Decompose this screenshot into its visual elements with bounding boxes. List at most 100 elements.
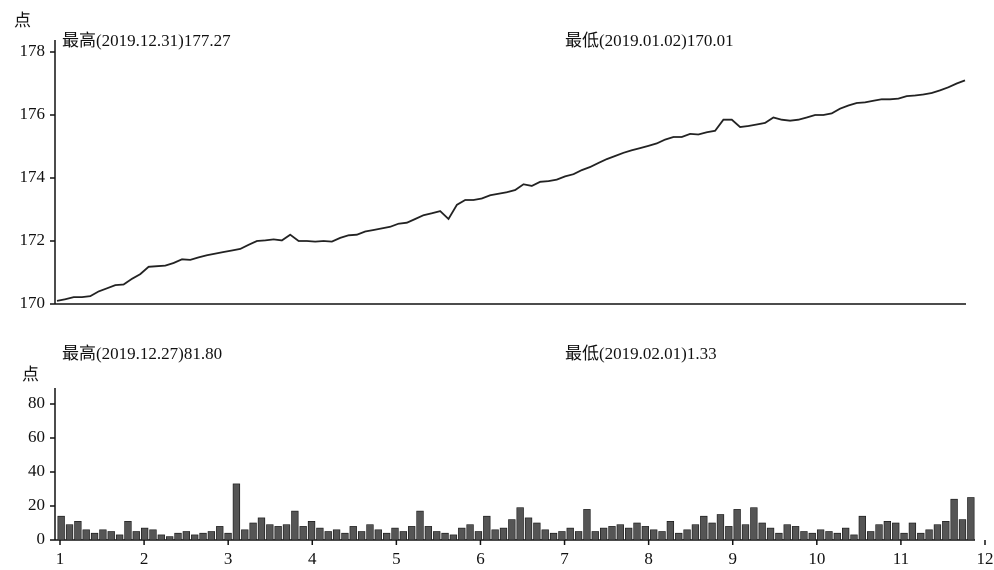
bar <box>733 509 741 541</box>
bar <box>266 524 274 541</box>
bar <box>583 509 591 541</box>
bar <box>892 522 900 541</box>
bar <box>458 527 466 541</box>
bar <box>791 526 800 541</box>
bar <box>917 532 925 541</box>
y-unit: 点 <box>14 11 31 30</box>
bar <box>658 531 666 541</box>
bar <box>140 527 149 541</box>
bar <box>149 529 157 541</box>
bar <box>474 531 483 541</box>
bar <box>416 510 424 541</box>
y-tick-label: 170 <box>20 293 46 312</box>
bar <box>282 524 291 541</box>
bar <box>124 520 132 541</box>
bar <box>82 529 90 541</box>
bar <box>366 524 374 541</box>
bar <box>925 529 933 541</box>
bar <box>224 532 232 541</box>
bar <box>107 531 115 541</box>
bar <box>758 522 766 541</box>
bar <box>241 529 249 541</box>
x-tick-label: 5 <box>392 549 401 568</box>
y-tick-label: 20 <box>28 495 45 514</box>
bar <box>99 529 107 541</box>
bar <box>65 524 74 541</box>
bar <box>332 529 341 541</box>
bar <box>549 532 558 541</box>
bar <box>408 526 416 541</box>
bar <box>483 515 491 541</box>
bar <box>324 531 332 541</box>
bar <box>541 529 549 541</box>
bar <box>675 532 683 541</box>
bar <box>508 519 516 541</box>
bar <box>349 526 357 541</box>
bar <box>274 526 282 541</box>
bar <box>391 527 399 541</box>
bar <box>307 520 316 541</box>
annotation: 最低(2019.02.01)1.33 <box>565 344 717 363</box>
bar <box>90 532 99 541</box>
y-tick-label: 60 <box>28 427 45 446</box>
bar <box>850 534 858 541</box>
bar <box>566 527 574 541</box>
bar <box>558 531 566 541</box>
bar <box>424 526 433 541</box>
bar <box>516 507 524 541</box>
x-tick-label: 6 <box>476 549 485 568</box>
x-tick-label: 7 <box>560 549 569 568</box>
bar <box>683 529 691 541</box>
bar <box>232 483 241 541</box>
x-tick-label: 10 <box>808 549 825 568</box>
bar <box>132 531 140 541</box>
bar <box>174 532 182 541</box>
bar <box>374 529 382 541</box>
bar <box>650 529 658 541</box>
y-tick-label: 80 <box>28 393 45 412</box>
bar <box>666 520 675 541</box>
x-tick-label: 3 <box>224 549 233 568</box>
y-tick-label: 178 <box>20 41 46 60</box>
bar <box>816 529 825 541</box>
bar <box>499 527 508 541</box>
bar <box>775 532 783 541</box>
bar <box>316 527 324 541</box>
bar <box>441 532 449 541</box>
bar <box>199 532 207 541</box>
bar <box>908 522 917 541</box>
bar <box>800 531 808 541</box>
line <box>56 79 966 302</box>
bar <box>591 531 599 541</box>
bar <box>725 526 733 541</box>
x-tick-label: 4 <box>308 549 317 568</box>
annotation: 最高(2019.12.27)81.80 <box>62 344 222 363</box>
bar <box>182 531 190 541</box>
bar <box>700 515 708 541</box>
annotation: 最低(2019.01.02)170.01 <box>565 31 734 50</box>
bar <box>249 522 257 541</box>
bar <box>641 526 649 541</box>
bar <box>942 520 950 541</box>
bar <box>858 515 866 541</box>
bar <box>57 515 65 541</box>
bar <box>357 531 366 541</box>
bar <box>599 527 608 541</box>
bar <box>191 534 199 541</box>
bar <box>166 536 174 541</box>
bar <box>341 532 349 541</box>
bar <box>625 527 633 541</box>
bar <box>399 531 407 541</box>
bar <box>867 531 875 541</box>
bar <box>157 534 165 541</box>
y-tick-label: 40 <box>28 461 45 480</box>
bar <box>291 510 299 541</box>
bar <box>900 532 908 541</box>
bar <box>115 534 124 541</box>
bar <box>883 520 892 541</box>
annotation: 最高(2019.12.31)177.27 <box>62 31 231 50</box>
x-tick-label: 2 <box>140 549 149 568</box>
x-tick-label: 12 <box>977 549 994 568</box>
bar <box>716 514 725 541</box>
